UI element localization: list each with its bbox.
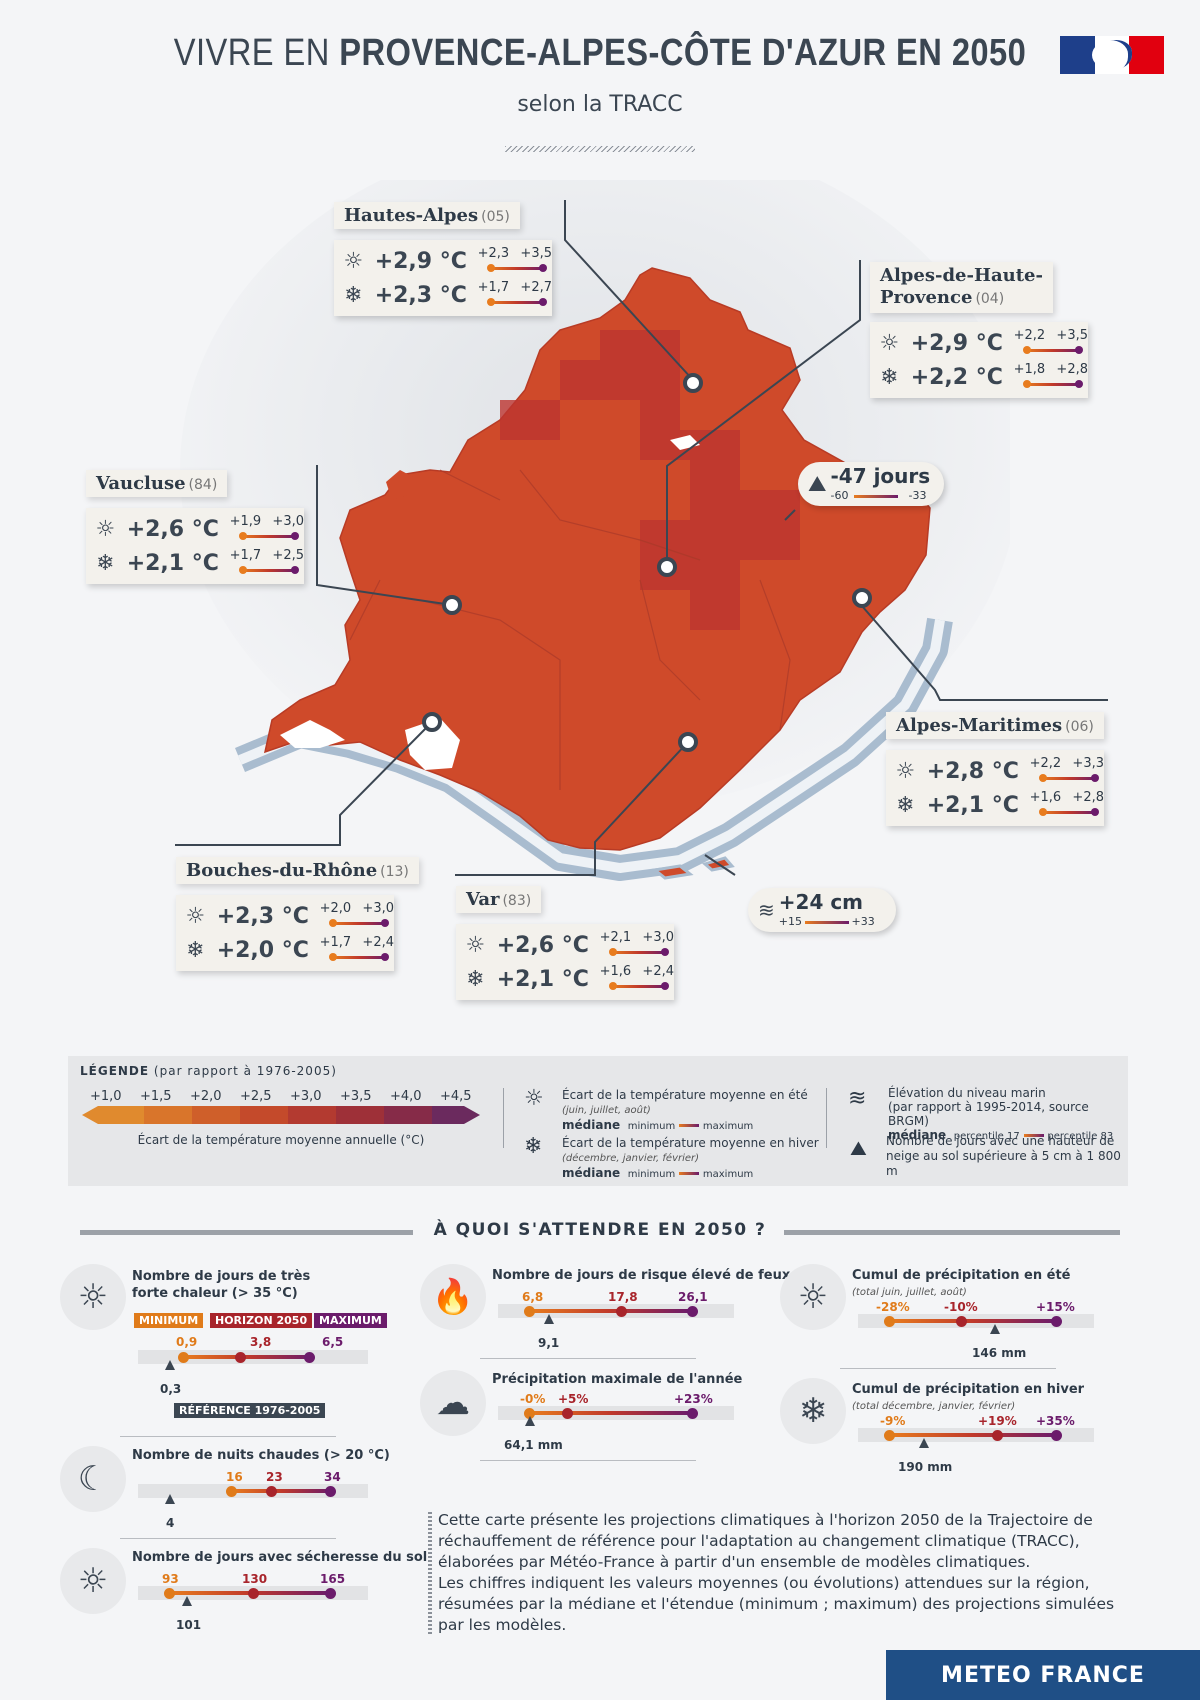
sea-rise-icon: ≋ xyxy=(848,1086,867,1111)
nights-title: Nombre de nuits chaudes (> 20 °C) xyxy=(132,1448,390,1463)
snowflake-thermometer-icon: ❄ xyxy=(524,1134,543,1159)
mountain-snow-icon: ⛰ xyxy=(808,471,827,497)
tag-maximum: MAXIMUM xyxy=(314,1313,387,1328)
snow-days-bubble: ⛰ -47 jours -60 -33 xyxy=(798,462,944,506)
snowflake-thermometer-icon: ❄ xyxy=(186,937,205,963)
heat-days-range xyxy=(138,1350,368,1370)
legend-summer: Écart de la température moyenne en été (j… xyxy=(562,1088,808,1132)
summer-precip-title: Cumul de précipitation en été (total juin… xyxy=(852,1268,1071,1298)
legend-scale-labels: +1,0 +1,5 +2,0 +2,5 +3,0 +3,5 +4,0 +4,5 xyxy=(90,1089,472,1104)
winter-precip-range xyxy=(858,1428,1094,1448)
snowflake-thermometer-icon: ❄ xyxy=(880,364,899,390)
region-card-alpes-de-haute-provence: ☼ +2,9 °C +2,2 +3,5 ❄ +2,2 °C +1,8 +2,8 xyxy=(870,322,1088,398)
region-name-alpes-de-haute-provence: Alpes-de-Haute- Provence (04) xyxy=(870,262,1053,313)
sun-thermometer-icon: ☼ xyxy=(60,1264,126,1330)
fire-title: Nombre de jours de risque élevé de feux xyxy=(492,1268,791,1283)
fire-range xyxy=(498,1304,734,1324)
legend-color-scale xyxy=(82,1106,480,1124)
sun-thermometer-icon: ☼ xyxy=(95,516,116,542)
sun-rain-icon: ☼ xyxy=(780,1264,846,1330)
sun-thermometer-icon: ☼ xyxy=(343,248,364,274)
drought-title: Nombre de jours avec sécheresse du sol xyxy=(132,1550,428,1565)
legend-title: LÉGENDE (par rapport à 1976-2005) xyxy=(80,1064,337,1078)
leader-lines xyxy=(175,200,1108,876)
region-card-var: ☼ +2,6 °C +2,1 +3,0 ❄ +2,1 °C +1,6 +2,4 xyxy=(456,924,674,1000)
region-name-alpes-maritimes: Alpes-Maritimes (06) xyxy=(886,712,1104,739)
region-card-bouches-du-rhone: ☼ +2,3 °C +2,0 +3,0 ❄ +2,0 °C +1,7 +2,4 xyxy=(176,895,394,971)
region-name-bouches-du-rhone: Bouches-du-Rhône (13) xyxy=(176,857,419,884)
explanation-paragraph: Cette carte présente les projections cli… xyxy=(438,1511,1115,1634)
moon-thermometer-icon: ☾ xyxy=(60,1446,126,1512)
region-card-hautes-alpes: ☼ +2,9 °C +2,3 +3,5 ❄ +2,3 °C +1,7 +2,7 xyxy=(334,240,552,316)
precip-max-title: Précipitation maximale de l'année xyxy=(492,1372,743,1387)
legend-snow-days: Nombre de jours avec une hauteur de neige… xyxy=(886,1134,1121,1178)
tag-reference: RÉFÉRENCE 1976-2005 xyxy=(174,1403,326,1418)
sea-level-bubble: ≋ +24 cm +15 +33 xyxy=(748,888,896,932)
page-title: VIVRE EN PROVENCE-ALPES-CÔTE D'AZUR EN 2… xyxy=(173,32,1027,74)
drought-range xyxy=(138,1586,368,1606)
etang-de-berre xyxy=(405,718,460,770)
sea-rise-icon: ≋ xyxy=(758,898,775,922)
mountain-snow-icon: ⛰ xyxy=(850,1136,867,1160)
region-map xyxy=(180,180,1010,881)
meteo-france-logo: METEO FRANCE xyxy=(886,1650,1200,1700)
legend-sea-level: Élévation du niveau marin (par rapport à … xyxy=(888,1086,1114,1142)
islands xyxy=(651,856,735,880)
snow-rain-icon: ❄ xyxy=(780,1378,846,1444)
winter-precip-title: Cumul de précipitation en hiver (total dé… xyxy=(852,1382,1085,1412)
paragraph-divider xyxy=(428,1512,432,1634)
region-card-vaucluse: ☼ +2,6 °C +1,9 +3,0 ❄ +2,1 °C +1,7 +2,5 xyxy=(86,508,304,584)
department-borders xyxy=(349,469,791,790)
snowflake-thermometer-icon: ❄ xyxy=(344,282,363,308)
legend-winter: Écart de la température moyenne en hiver… xyxy=(562,1136,819,1180)
sun-thermometer-icon: ☼ xyxy=(879,330,900,356)
tag-minimum: MINIMUM xyxy=(134,1313,204,1328)
region-name-vaucluse: Vaucluse (84) xyxy=(86,470,228,497)
snowflake-thermometer-icon: ❄ xyxy=(896,792,915,818)
sun-dry-soil-icon: ☼ xyxy=(60,1548,126,1614)
nights-range xyxy=(138,1484,368,1504)
republique-francaise-logo xyxy=(1060,36,1165,74)
legend-scale-caption: Écart de la température moyenne annuelle… xyxy=(137,1133,425,1147)
page-subtitle: selon la TRACC xyxy=(517,92,683,117)
sun-thermometer-icon: ☼ xyxy=(895,758,916,784)
heat-days-title: Nombre de jours de très forte chaleur (> … xyxy=(132,1269,311,1301)
enclave-shape xyxy=(386,470,415,500)
sun-thermometer-icon: ☼ xyxy=(524,1086,544,1111)
region-name-hautes-alpes: Hautes-Alpes (05) xyxy=(334,202,520,229)
sun-thermometer-icon: ☼ xyxy=(185,903,206,929)
region-name-var: Var (83) xyxy=(456,886,542,913)
section-header: À QUOI S'ATTENDRE EN 2050 ? xyxy=(80,1220,1120,1244)
rain-cloud-icon: ☁ xyxy=(420,1370,486,1436)
hot-zone xyxy=(500,330,800,630)
title-divider xyxy=(505,146,695,152)
fire-icon: 🔥 xyxy=(420,1264,486,1330)
precip-max-range xyxy=(498,1406,734,1426)
tag-horizon-2050: HORIZON 2050 xyxy=(210,1313,313,1328)
sun-thermometer-icon: ☼ xyxy=(465,932,486,958)
snowflake-thermometer-icon: ❄ xyxy=(96,550,115,576)
summer-precip-range xyxy=(858,1314,1094,1334)
snowflake-thermometer-icon: ❄ xyxy=(466,966,485,992)
camargue-lakes xyxy=(280,720,345,748)
region-card-alpes-maritimes: ☼ +2,8 °C +2,2 +3,3 ❄ +2,1 °C +1,6 +2,8 xyxy=(886,750,1104,826)
